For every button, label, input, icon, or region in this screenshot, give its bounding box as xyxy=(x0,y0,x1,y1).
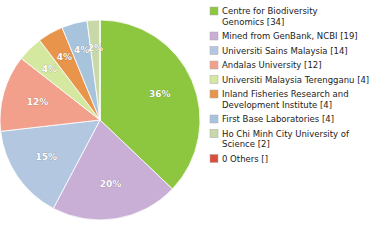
legend-swatch xyxy=(210,32,218,40)
chart: 36%20%15%12%4%4%4%2%Centre for Biodivers… xyxy=(0,0,380,240)
legend: Centre for BiodiversityGenomics [34] Mine… xyxy=(210,6,369,164)
pie-slice xyxy=(99,20,100,120)
data-label: 20% xyxy=(100,179,122,189)
legend-entry: Andalas University [12] xyxy=(222,60,322,70)
data-labels: 36%20%15%12%4%4%4%2% xyxy=(27,43,171,189)
legend-entry: 0 Others [] xyxy=(222,154,268,164)
legend-swatch xyxy=(210,115,218,123)
data-label: 4% xyxy=(42,64,57,74)
legend-swatch xyxy=(210,90,218,98)
legend-swatch xyxy=(210,155,218,163)
data-label: 36% xyxy=(149,89,171,99)
pie xyxy=(0,20,200,220)
legend-swatch xyxy=(210,7,218,15)
data-label: 15% xyxy=(36,152,58,162)
data-label: 12% xyxy=(27,97,49,107)
legend-entry: Inland Fisheries Research andDevelopment… xyxy=(222,89,349,110)
legend-entry: Universiti Malaysia Terengganu [4] xyxy=(222,75,369,85)
pie-slice xyxy=(62,21,100,120)
legend-entry: Mined from GenBank, NCBI [19] xyxy=(222,31,358,41)
legend-entry: First Base Laboratories [4] xyxy=(222,114,334,124)
data-label: 2% xyxy=(88,43,103,53)
legend-entry: Universiti Sains Malaysia [14] xyxy=(222,46,348,56)
legend-entry: Centre for BiodiversityGenomics [34] xyxy=(222,6,318,27)
pie-slice xyxy=(87,20,100,120)
legend-swatch xyxy=(210,130,218,138)
pie-slice xyxy=(1,120,100,208)
legend-swatch xyxy=(210,61,218,69)
legend-swatch xyxy=(210,47,218,55)
legend-swatch xyxy=(210,76,218,84)
data-label: 4% xyxy=(57,52,72,62)
legend-entry: Ho Chi Minh City University ofScience [2… xyxy=(222,129,350,150)
